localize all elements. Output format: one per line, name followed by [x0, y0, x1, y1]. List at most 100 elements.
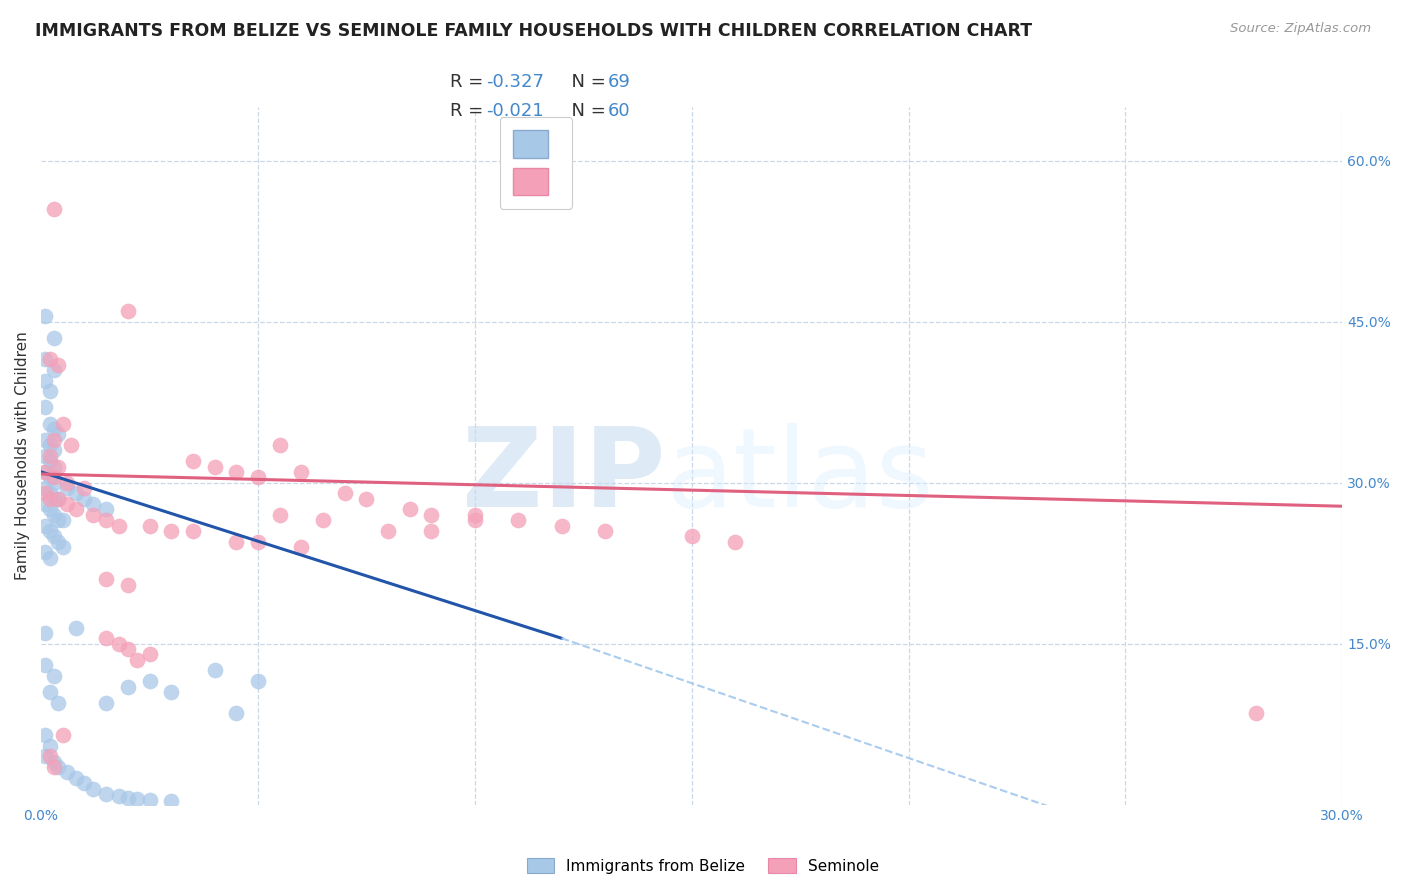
Point	[82, 497, 104, 511]
Point	[52, 540, 75, 554]
Point	[290, 540, 312, 554]
Point	[138, 648, 160, 662]
Point	[48, 427, 70, 442]
Point	[34, 310, 56, 324]
Point	[550, 518, 572, 533]
Point	[204, 664, 226, 678]
Point	[60, 438, 83, 452]
Point	[56, 475, 79, 490]
Point	[48, 459, 70, 474]
Point	[38, 749, 60, 764]
Point	[42, 669, 65, 683]
Point	[42, 475, 65, 490]
Point	[42, 508, 65, 522]
Point	[96, 696, 118, 710]
Point	[65, 620, 87, 634]
Text: N =: N =	[560, 103, 612, 120]
Point	[42, 422, 65, 436]
Text: -0.327: -0.327	[486, 73, 544, 91]
Point	[34, 545, 56, 559]
Point	[96, 513, 118, 527]
Point	[204, 459, 226, 474]
Point	[56, 765, 79, 780]
Point	[225, 534, 247, 549]
Point	[356, 491, 378, 506]
Point	[108, 789, 131, 803]
Point	[56, 481, 79, 495]
Point	[160, 794, 183, 808]
Point	[34, 433, 56, 447]
Point	[65, 502, 87, 516]
Point	[42, 443, 65, 458]
Point	[42, 755, 65, 769]
Point	[269, 508, 291, 522]
Text: -0.021: -0.021	[486, 103, 544, 120]
Point	[48, 696, 70, 710]
Point	[48, 760, 70, 774]
Point	[96, 502, 118, 516]
Point	[377, 524, 399, 538]
Point	[38, 491, 60, 506]
Point	[38, 384, 60, 399]
Point	[38, 470, 60, 484]
Text: R =: R =	[450, 73, 489, 91]
Point	[125, 792, 148, 806]
Point	[181, 454, 204, 468]
Point	[52, 513, 75, 527]
Point	[34, 728, 56, 742]
Point	[38, 685, 60, 699]
Point	[52, 417, 75, 431]
Point	[225, 465, 247, 479]
Point	[38, 417, 60, 431]
Point	[246, 534, 269, 549]
Point	[138, 793, 160, 807]
Point	[38, 502, 60, 516]
Point	[52, 728, 75, 742]
Point	[42, 433, 65, 447]
Point	[82, 781, 104, 796]
Point	[34, 626, 56, 640]
Point	[65, 771, 87, 785]
Point	[312, 513, 335, 527]
Point	[681, 529, 703, 543]
Point	[108, 637, 131, 651]
Point	[48, 513, 70, 527]
Text: Source: ZipAtlas.com: Source: ZipAtlas.com	[1230, 22, 1371, 36]
Text: 69: 69	[607, 73, 630, 91]
Point	[38, 739, 60, 753]
Point	[138, 674, 160, 689]
Point	[48, 358, 70, 372]
Point	[269, 438, 291, 452]
Point	[34, 374, 56, 388]
Point	[42, 202, 65, 216]
Point	[42, 470, 65, 484]
Point	[181, 524, 204, 538]
Point	[42, 529, 65, 543]
Point	[398, 502, 420, 516]
Point	[290, 465, 312, 479]
Point	[160, 524, 183, 538]
Point	[65, 486, 87, 500]
Text: ZIP: ZIP	[463, 423, 665, 530]
Point	[464, 508, 486, 522]
Point	[82, 508, 104, 522]
Point	[96, 572, 118, 586]
Point	[73, 481, 96, 495]
Point	[125, 653, 148, 667]
Point	[73, 776, 96, 790]
Point	[333, 486, 356, 500]
Text: N =: N =	[560, 73, 612, 91]
Point	[34, 481, 56, 495]
Point	[42, 331, 65, 345]
Point	[48, 491, 70, 506]
Point	[225, 706, 247, 721]
Point	[34, 518, 56, 533]
Point	[117, 577, 139, 591]
Text: 60: 60	[607, 103, 630, 120]
Point	[138, 518, 160, 533]
Point	[38, 486, 60, 500]
Point	[246, 674, 269, 689]
Text: R =: R =	[450, 103, 489, 120]
Point	[420, 524, 443, 538]
Point	[42, 363, 65, 377]
